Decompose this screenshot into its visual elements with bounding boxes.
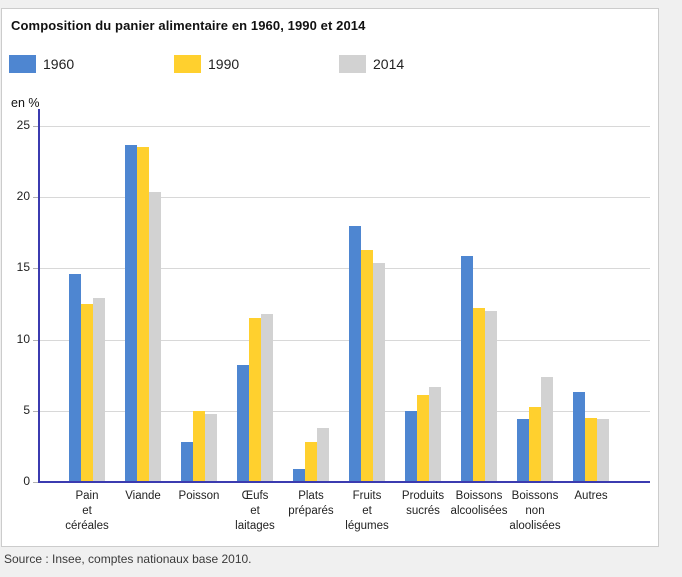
source-note: Source : Insee, comptes nationaux base 2…: [4, 552, 252, 566]
legend: 1960 1990 2014: [2, 55, 658, 77]
x-axis-label-4: Plats préparés: [288, 490, 334, 517]
y-tick-mark-0: [33, 482, 38, 483]
y-tick-label-10: 10: [16, 331, 30, 346]
bar-2014-4[interactable]: [317, 427, 329, 482]
x-axis-label-7: Boissons alcoolisées: [450, 490, 508, 517]
y-tick-label-15: 15: [16, 260, 30, 275]
bar-2014-5[interactable]: [373, 262, 385, 482]
bar-1960-1[interactable]: [125, 144, 137, 482]
x-axis-line: [38, 481, 650, 483]
y-tick-mark-15: [33, 268, 38, 270]
chart-card: Composition du panier alimentaire en 196…: [1, 8, 659, 547]
bar-1960-2[interactable]: [181, 442, 193, 482]
bar-1990-1[interactable]: [137, 147, 149, 482]
chart-title: Composition du panier alimentaire en 196…: [11, 18, 366, 33]
y-axis-unit-label: en %: [11, 96, 40, 110]
x-axis-label-3: Œufs et laitages: [235, 490, 275, 532]
bar-1990-4[interactable]: [305, 442, 317, 482]
bar-1960-0[interactable]: [69, 274, 81, 482]
y-tick-label-5: 5: [23, 402, 30, 417]
x-axis-label-2: Poisson: [178, 490, 220, 502]
gridline-y-20: [39, 197, 650, 199]
x-axis-label-6: Produits sucrés: [401, 490, 445, 517]
y-tick-label-25: 25: [16, 118, 30, 132]
y-tick-mark-20: [33, 197, 38, 199]
legend-swatch-1960: [9, 55, 36, 73]
bar-2014-8[interactable]: [541, 376, 553, 482]
bar-1960-5[interactable]: [349, 225, 361, 482]
y-tick-label-0: 0: [23, 474, 30, 488]
bar-2014-0[interactable]: [93, 298, 105, 482]
x-axis-label-0: Pain et céréales: [65, 490, 109, 532]
legend-label-1990: 1990: [208, 56, 240, 72]
x-axis-label-8: Boissons non aloolisées: [509, 490, 561, 532]
bar-1960-8[interactable]: [517, 419, 529, 482]
gridline-y-5: [39, 410, 650, 412]
y-tick-label-20: 20: [16, 189, 30, 204]
plot-area: 0 5 10 15 20 25 Pain et céréales Viande Poisson Œuf…: [17, 109, 650, 532]
bar-1960-7[interactable]: [461, 255, 473, 482]
legend-swatch-1990: [174, 55, 201, 73]
legend-item-1960[interactable]: 1960: [9, 55, 74, 73]
bar-2014-7[interactable]: [485, 311, 497, 482]
legend-item-1990[interactable]: 1990: [174, 55, 239, 73]
legend-item-2014[interactable]: 2014: [339, 55, 404, 73]
bar-1960-3[interactable]: [237, 365, 249, 482]
bar-1990-0[interactable]: [81, 304, 93, 482]
bar-1960-4[interactable]: [293, 469, 305, 482]
bar-2014-2[interactable]: [205, 413, 217, 482]
bar-1990-2[interactable]: [193, 410, 205, 482]
y-axis-line: [38, 109, 40, 483]
bar-2014-6[interactable]: [429, 386, 441, 482]
bar-2014-3[interactable]: [261, 313, 273, 482]
bar-2014-9[interactable]: [597, 419, 609, 482]
legend-label-2014: 2014: [373, 56, 405, 72]
x-axis-label-1: Viande: [125, 490, 161, 502]
bar-1990-6[interactable]: [417, 395, 429, 482]
legend-swatch-2014: [339, 55, 366, 73]
bar-1960-6[interactable]: [405, 410, 417, 482]
bar-1990-7[interactable]: [473, 308, 485, 482]
y-tick-mark-10: [33, 339, 38, 341]
bar-2014-1[interactable]: [149, 191, 161, 482]
bar-1990-9[interactable]: [585, 417, 597, 482]
bar-1960-9[interactable]: [573, 392, 585, 482]
gridline-y-15: [39, 268, 650, 270]
legend-label-1960: 1960: [43, 56, 75, 72]
bar-1990-3[interactable]: [249, 318, 261, 482]
y-tick-mark-5: [33, 410, 38, 412]
x-axis-label-9: Autres: [574, 490, 608, 502]
x-axis-label-5: Fruits et légumes: [345, 490, 389, 532]
gridline-y-25: [39, 126, 650, 127]
bar-1990-8[interactable]: [529, 406, 541, 482]
bar-1990-5[interactable]: [361, 249, 373, 482]
y-tick-mark-25: [33, 126, 38, 127]
gridline-y-10: [39, 339, 650, 341]
